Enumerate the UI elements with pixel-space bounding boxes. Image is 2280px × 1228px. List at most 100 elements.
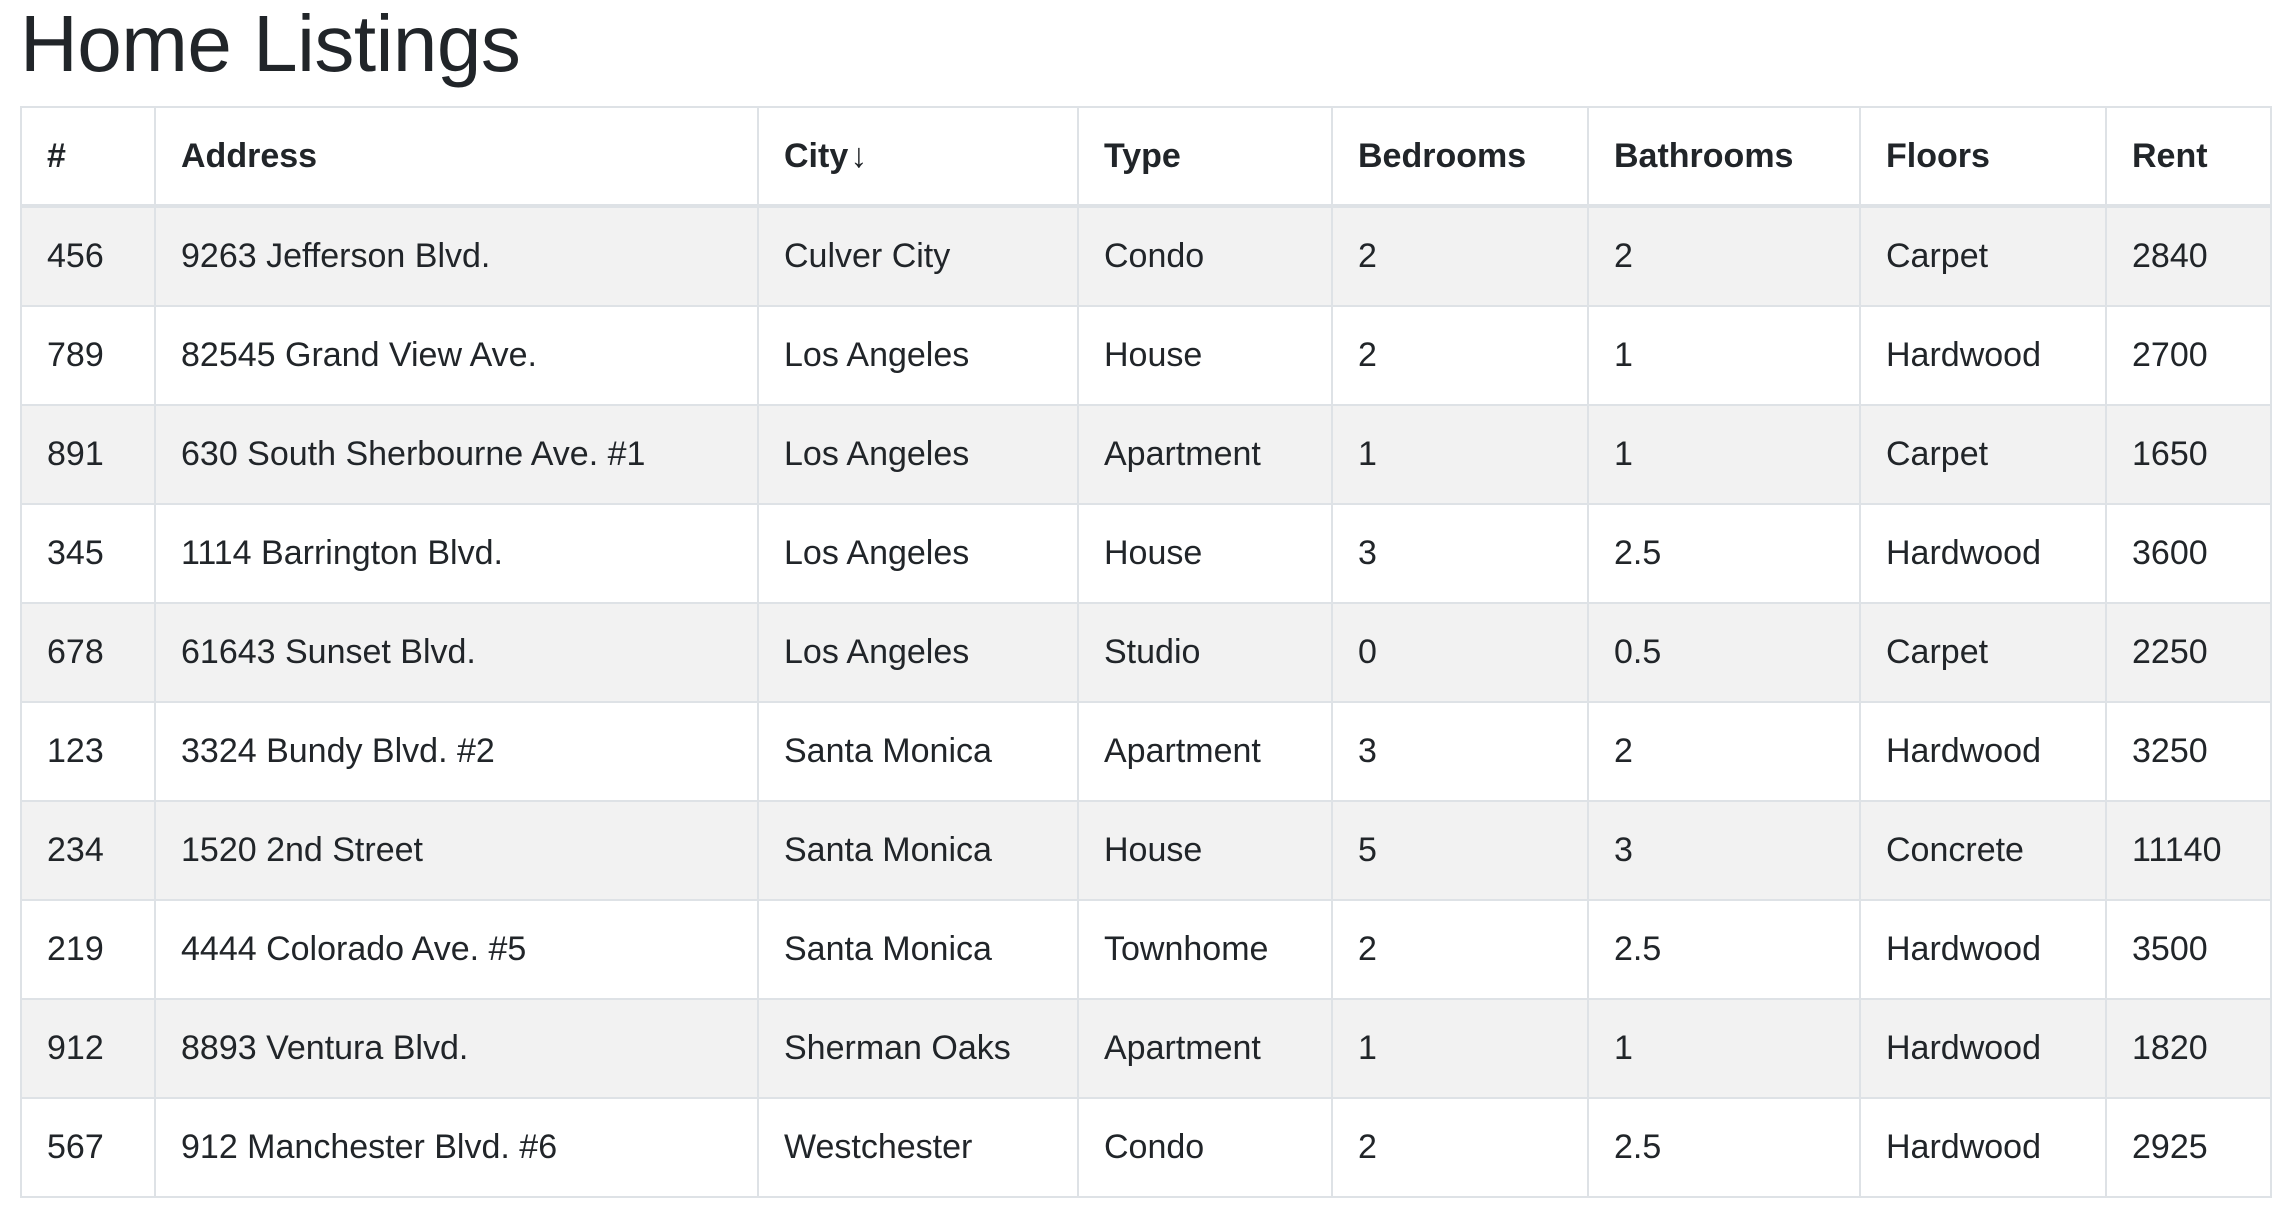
cell-floors: Hardwood <box>1859 899 2107 1000</box>
cell-bathrooms: 2 <box>1587 205 1861 307</box>
cell-rent: 3600 <box>2105 503 2272 604</box>
table-row: 891 630 South Sherbourne Ave. #1 Los Angel… <box>20 404 2272 505</box>
column-header-id[interactable]: # <box>20 106 156 208</box>
column-header-address[interactable]: Address <box>154 106 759 208</box>
cell-city: Los Angeles <box>757 305 1079 406</box>
cell-id: 678 <box>20 602 156 703</box>
page: Home Listings # Address City↓ Type Bedro… <box>20 0 2272 1198</box>
cell-bedrooms: 1 <box>1331 998 1589 1099</box>
table-header-row: # Address City↓ Type Bedrooms Bathrooms … <box>20 106 2272 208</box>
cell-id: 912 <box>20 998 156 1099</box>
cell-rent: 2250 <box>2105 602 2272 703</box>
listings-table: # Address City↓ Type Bedrooms Bathrooms … <box>20 106 2272 1198</box>
cell-type: Apartment <box>1077 404 1333 505</box>
cell-rent: 1820 <box>2105 998 2272 1099</box>
cell-bathrooms: 1 <box>1587 404 1861 505</box>
cell-id: 789 <box>20 305 156 406</box>
cell-id: 123 <box>20 701 156 802</box>
cell-bedrooms: 2 <box>1331 1097 1589 1198</box>
cell-bathrooms: 0.5 <box>1587 602 1861 703</box>
cell-city: Culver City <box>757 205 1079 307</box>
cell-address: 3324 Bundy Blvd. #2 <box>154 701 759 802</box>
cell-address: 912 Manchester Blvd. #6 <box>154 1097 759 1198</box>
cell-type: Condo <box>1077 205 1333 307</box>
cell-city: Los Angeles <box>757 602 1079 703</box>
table-row: 219 4444 Colorado Ave. #5 Santa Monica Town… <box>20 899 2272 1000</box>
cell-floors: Hardwood <box>1859 1097 2107 1198</box>
column-header-floors[interactable]: Floors <box>1859 106 2107 208</box>
cell-city: Los Angeles <box>757 404 1079 505</box>
cell-type: Apartment <box>1077 998 1333 1099</box>
page-title: Home Listings <box>20 0 521 88</box>
cell-rent: 3500 <box>2105 899 2272 1000</box>
sort-descending-icon: ↓ <box>850 136 868 175</box>
cell-id: 219 <box>20 899 156 1000</box>
cell-address: 1114 Barrington Blvd. <box>154 503 759 604</box>
cell-bathrooms: 3 <box>1587 800 1861 901</box>
table-row: 234 1520 2nd Street Santa Monica House 5 3 Con… <box>20 800 2272 901</box>
column-header-bathrooms[interactable]: Bathrooms <box>1587 106 1861 208</box>
cell-city: Santa Monica <box>757 899 1079 1000</box>
cell-city: Westchester <box>757 1097 1079 1198</box>
cell-floors: Carpet <box>1859 205 2107 307</box>
cell-address: 9263 Jefferson Blvd. <box>154 205 759 307</box>
cell-id: 891 <box>20 404 156 505</box>
cell-address: 1520 2nd Street <box>154 800 759 901</box>
cell-address: 4444 Colorado Ave. #5 <box>154 899 759 1000</box>
cell-rent: 2925 <box>2105 1097 2272 1198</box>
cell-type: House <box>1077 503 1333 604</box>
table-row: 123 3324 Bundy Blvd. #2 Santa Monica Apartm… <box>20 701 2272 802</box>
cell-bedrooms: 2 <box>1331 205 1589 307</box>
cell-rent: 2700 <box>2105 305 2272 406</box>
cell-id: 567 <box>20 1097 156 1198</box>
cell-bathrooms: 2.5 <box>1587 899 1861 1000</box>
cell-floors: Hardwood <box>1859 503 2107 604</box>
cell-floors: Concrete <box>1859 800 2107 901</box>
table-row: 345 1114 Barrington Blvd. Los Angeles House… <box>20 503 2272 604</box>
column-header-city[interactable]: City↓ <box>757 106 1079 208</box>
cell-bedrooms: 2 <box>1331 305 1589 406</box>
cell-city: Sherman Oaks <box>757 998 1079 1099</box>
cell-rent: 3250 <box>2105 701 2272 802</box>
cell-bathrooms: 1 <box>1587 305 1861 406</box>
cell-rent: 11140 <box>2105 800 2272 901</box>
cell-city: Santa Monica <box>757 701 1079 802</box>
table-body: 456 9263 Jefferson Blvd. Culver City Condo 2… <box>20 205 2272 1198</box>
cell-rent: 2840 <box>2105 205 2272 307</box>
cell-bedrooms: 1 <box>1331 404 1589 505</box>
cell-id: 456 <box>20 205 156 307</box>
cell-type: Studio <box>1077 602 1333 703</box>
cell-bedrooms: 5 <box>1331 800 1589 901</box>
cell-bathrooms: 2.5 <box>1587 1097 1861 1198</box>
table-row: 678 61643 Sunset Blvd. Los Angeles Studio 0 0… <box>20 602 2272 703</box>
table-row: 456 9263 Jefferson Blvd. Culver City Condo 2… <box>20 205 2272 307</box>
cell-id: 234 <box>20 800 156 901</box>
cell-floors: Hardwood <box>1859 305 2107 406</box>
cell-type: Condo <box>1077 1097 1333 1198</box>
cell-id: 345 <box>20 503 156 604</box>
table-row: 789 82545 Grand View Ave. Los Angeles House… <box>20 305 2272 406</box>
column-header-bedrooms[interactable]: Bedrooms <box>1331 106 1589 208</box>
cell-floors: Hardwood <box>1859 998 2107 1099</box>
cell-type: House <box>1077 305 1333 406</box>
cell-bedrooms: 3 <box>1331 701 1589 802</box>
cell-floors: Carpet <box>1859 404 2107 505</box>
cell-address: 82545 Grand View Ave. <box>154 305 759 406</box>
column-header-rent[interactable]: Rent <box>2105 106 2272 208</box>
cell-rent: 1650 <box>2105 404 2272 505</box>
cell-floors: Carpet <box>1859 602 2107 703</box>
cell-bathrooms: 1 <box>1587 998 1861 1099</box>
cell-type: Apartment <box>1077 701 1333 802</box>
cell-bathrooms: 2 <box>1587 701 1861 802</box>
table-row: 912 8893 Ventura Blvd. Sherman Oaks Apartme… <box>20 998 2272 1099</box>
cell-city: Los Angeles <box>757 503 1079 604</box>
cell-bathrooms: 2.5 <box>1587 503 1861 604</box>
cell-floors: Hardwood <box>1859 701 2107 802</box>
cell-type: Townhome <box>1077 899 1333 1000</box>
cell-bedrooms: 3 <box>1331 503 1589 604</box>
cell-address: 8893 Ventura Blvd. <box>154 998 759 1099</box>
cell-bedrooms: 0 <box>1331 602 1589 703</box>
table-row: 567 912 Manchester Blvd. #6 Westchester Con… <box>20 1097 2272 1198</box>
column-header-type[interactable]: Type <box>1077 106 1333 208</box>
cell-address: 630 South Sherbourne Ave. #1 <box>154 404 759 505</box>
